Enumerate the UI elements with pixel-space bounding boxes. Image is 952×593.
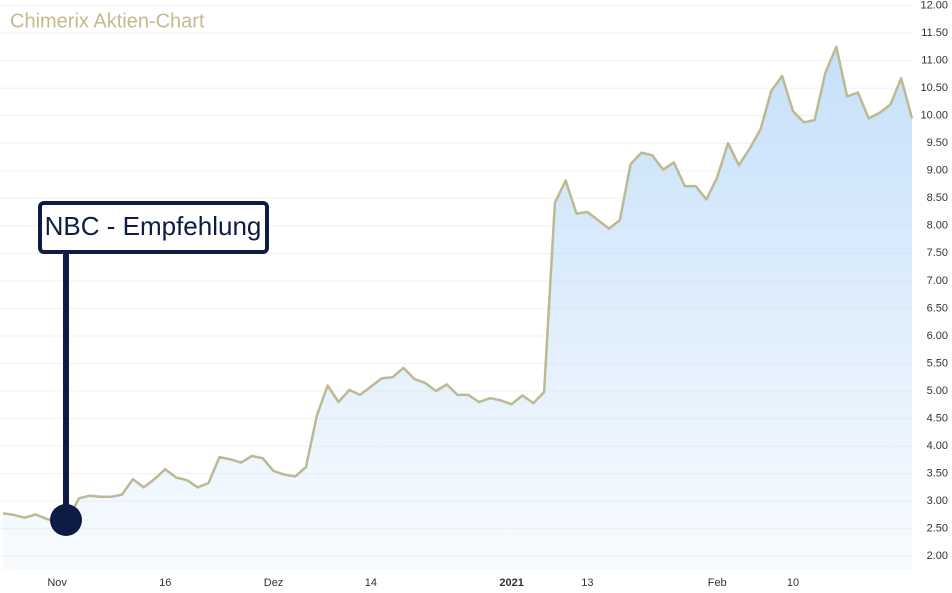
x-tick-label: 16	[159, 577, 171, 589]
y-tick-label: 10.50	[920, 82, 948, 94]
annotation-box	[38, 201, 269, 254]
y-tick-label: 4.50	[927, 412, 948, 424]
x-tick-label: Nov	[47, 577, 67, 589]
y-tick-label: 6.50	[927, 302, 948, 314]
annotation-dot	[50, 504, 82, 536]
y-tick-label: 2.50	[927, 523, 948, 535]
x-tick-label: Dez	[264, 577, 284, 589]
y-tick-label: 9.50	[927, 137, 948, 149]
y-tick-label: 5.00	[927, 385, 948, 397]
y-tick-label: 12.00	[920, 0, 948, 11]
y-tick-label: 6.00	[927, 330, 948, 342]
x-tick-label: 10	[787, 577, 799, 589]
y-tick-label: 8.50	[927, 192, 948, 204]
y-tick-label: 3.00	[927, 495, 948, 507]
y-tick-label: 9.00	[927, 165, 948, 177]
x-tick-label: 13	[581, 577, 593, 589]
x-tick-label: 14	[365, 577, 377, 589]
line	[2, 45, 914, 524]
y-tick-label: 3.50	[927, 468, 948, 480]
x-tick-label: Feb	[708, 577, 727, 589]
y-tick-label: 10.00	[920, 110, 948, 122]
y-tick-label: 11.00	[921, 54, 948, 66]
y-tick-label: 8.00	[927, 220, 948, 232]
y-tick-label: 5.50	[927, 357, 948, 369]
x-tick-label: 2021	[499, 577, 523, 589]
y-tick-label: 11.50	[921, 27, 948, 39]
y-tick-label: 7.50	[927, 247, 948, 259]
chart-title: Chimerix Aktien-Chart	[10, 10, 205, 32]
y-tick-label: 2.00	[927, 550, 948, 562]
y-tick-label: 4.00	[927, 440, 948, 452]
area	[3, 46, 912, 571]
annotation-text: NBC - Empfehlung	[45, 211, 262, 241]
y-tick-label: 7.00	[927, 275, 948, 287]
